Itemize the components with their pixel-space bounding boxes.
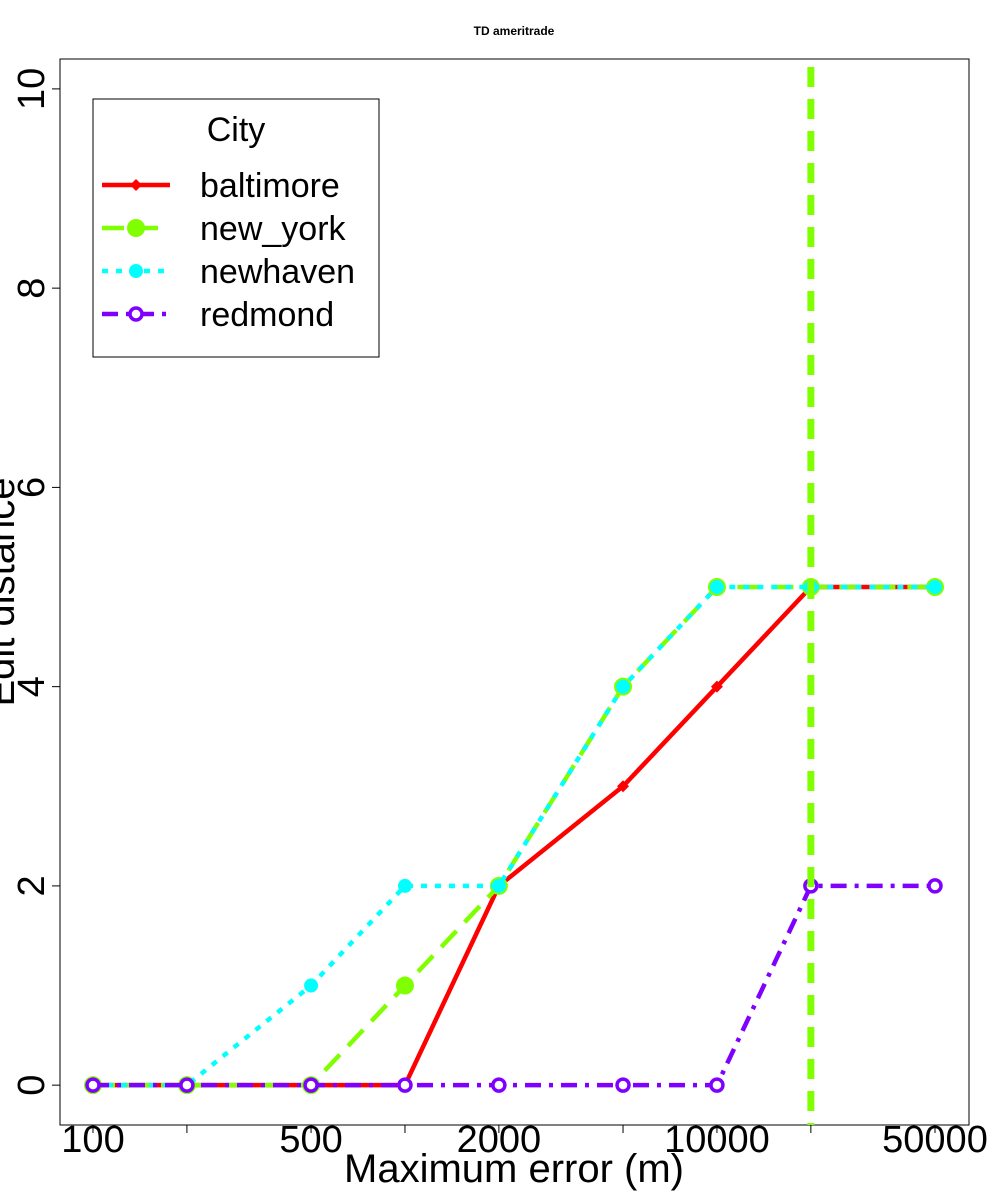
x-tick-label: 100 [61, 1119, 124, 1161]
data-point [85, 1077, 101, 1093]
series-redmond [85, 878, 943, 1093]
data-point [304, 978, 319, 993]
x-tick-label: 500 [279, 1119, 342, 1161]
y-tick-label: 6 [11, 477, 53, 498]
y-tick-label: 0 [11, 1075, 53, 1096]
x-tick-label: 50000 [882, 1119, 988, 1161]
y-tick-label: 10 [11, 68, 53, 110]
legend-label: newhaven [200, 253, 355, 291]
legend-item-baltimore: baltimore [102, 167, 340, 205]
legend-marker [130, 179, 142, 191]
data-point [397, 878, 412, 893]
data-point [397, 1077, 413, 1093]
series-new_york [84, 578, 944, 1095]
y-axis: 0 2 4 6 8 10 [11, 68, 60, 1096]
plot-frame [59, 58, 970, 1126]
legend-title: City [207, 111, 266, 149]
data-point [491, 1077, 507, 1093]
legend-label: new_york [200, 210, 347, 248]
legend-item-newhaven: newhaven [102, 253, 355, 291]
data-point [709, 580, 724, 595]
series-layer [84, 578, 944, 1095]
x-tick-label: 2000 [457, 1119, 542, 1161]
x-axis: 100 500 2000 10000 50000 [61, 1119, 988, 1161]
data-point [395, 976, 414, 995]
legend-item-new_york: new_york [102, 210, 347, 248]
data-point [710, 680, 723, 693]
y-tick-label: 4 [11, 676, 53, 697]
legend-items: baltimore new_york newhaven redmond [102, 167, 355, 334]
chart-title: TD ameritrade [474, 24, 555, 38]
legend-item-redmond: redmond [102, 296, 334, 334]
legend: City baltimore new_york newhaven redmond [92, 98, 380, 358]
data-point [179, 1077, 195, 1093]
x-axis-label: Maximum error (m) [344, 1147, 684, 1191]
legend-marker [129, 264, 143, 278]
legend-label: baltimore [200, 167, 340, 205]
data-point [303, 1077, 319, 1093]
legend-marker [128, 306, 144, 322]
legend-marker [127, 219, 145, 237]
x-tick-label: 10000 [664, 1119, 770, 1161]
data-point [491, 878, 506, 893]
y-tick-label: 8 [11, 278, 53, 299]
data-point [617, 780, 630, 793]
data-point [615, 1077, 631, 1093]
data-point [927, 878, 943, 894]
data-point [709, 1077, 725, 1093]
data-point [928, 580, 942, 595]
legend-label: redmond [200, 296, 334, 334]
y-tick-label: 2 [11, 875, 53, 896]
y-axis-label: Edit distance [0, 477, 23, 706]
data-point [616, 679, 631, 694]
